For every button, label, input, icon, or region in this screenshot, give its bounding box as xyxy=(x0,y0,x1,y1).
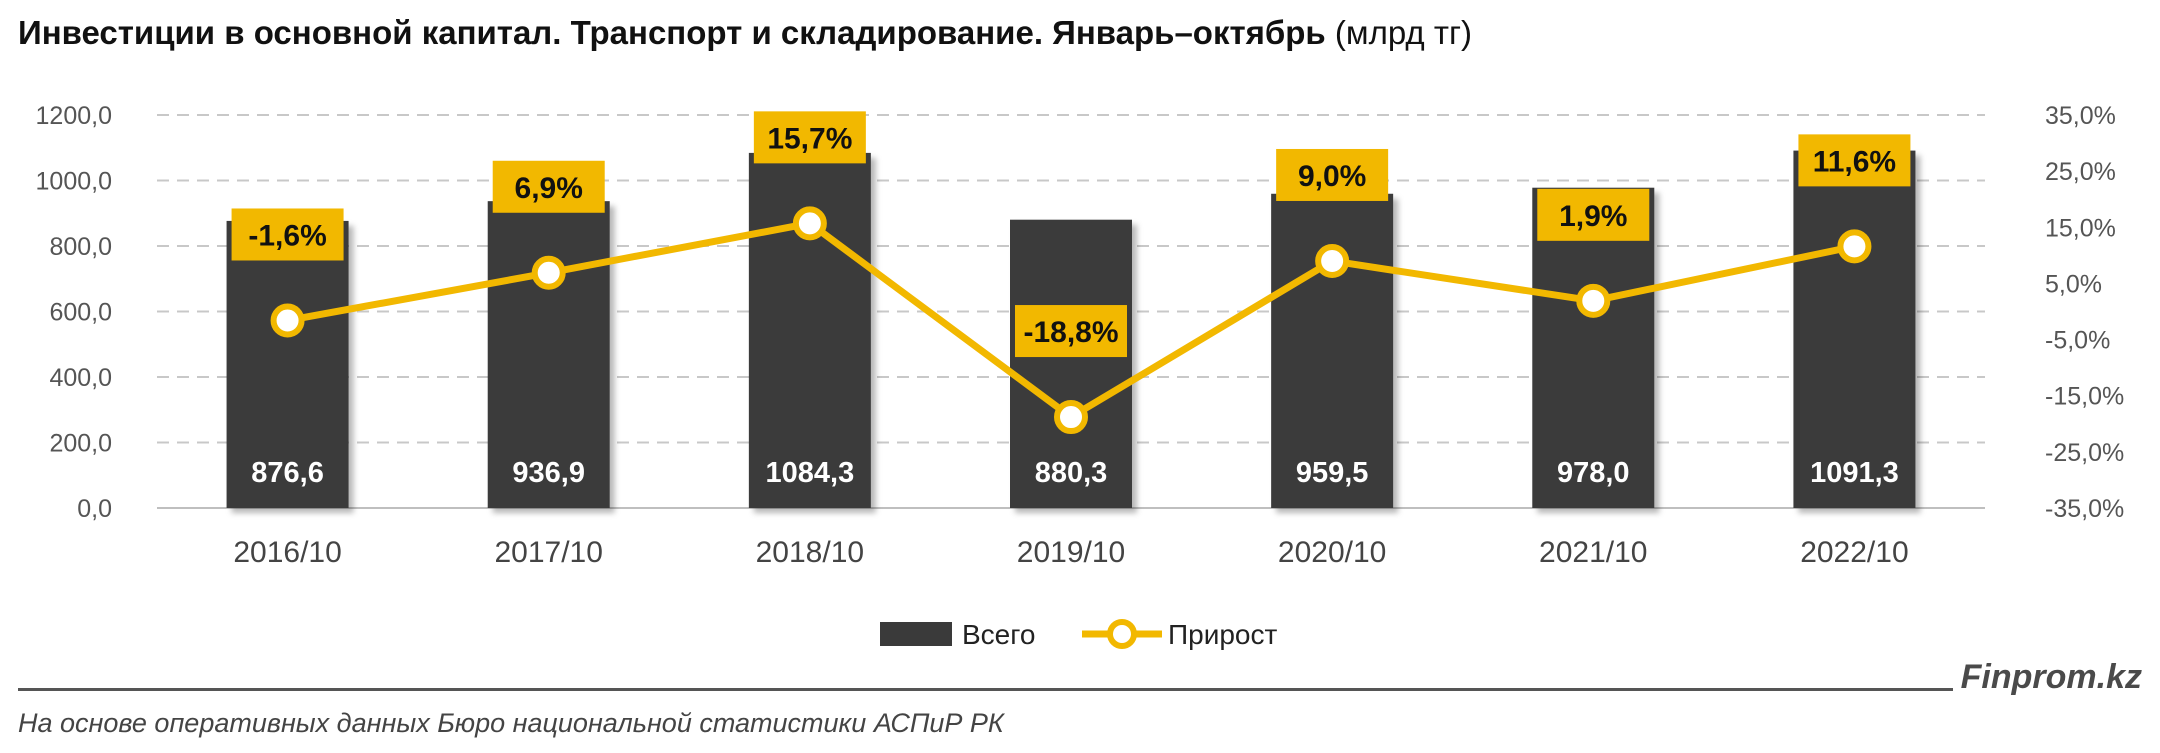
legend-label-growth: Прирост xyxy=(1168,619,1277,650)
growth-value-label: -1,6% xyxy=(248,219,326,252)
x-tick-label: 2018/10 xyxy=(756,536,864,569)
growth-marker xyxy=(1576,283,1611,318)
footer-divider xyxy=(18,688,1953,691)
y-right-tick-label: -15,0% xyxy=(2045,383,2124,411)
growth-marker xyxy=(1315,243,1350,278)
x-tick-label: 2021/10 xyxy=(1539,536,1647,569)
growth-marker xyxy=(531,255,566,290)
bar-value-label: 1091,3 xyxy=(1810,457,1899,489)
chart-title-unit: (млрд тг) xyxy=(1334,14,1472,51)
source-note: На основе оперативных данных Бюро национ… xyxy=(18,708,1004,738)
y-right-tick-label: 25,0% xyxy=(2045,158,2116,186)
bar-value-label: 880,3 xyxy=(1035,457,1108,489)
legend-swatch-growth-marker xyxy=(1107,619,1137,649)
x-tick-label: 2016/10 xyxy=(233,536,341,569)
growth-value-label: 9,0% xyxy=(1298,160,1366,193)
bar-value-label: 959,5 xyxy=(1296,457,1369,489)
bar xyxy=(487,201,610,508)
x-tick-label: 2017/10 xyxy=(494,536,602,569)
growth-value-label: -18,8% xyxy=(1023,316,1118,349)
chart-title: Инвестиции в основной капитал. Транспорт… xyxy=(18,14,1472,52)
bar xyxy=(1010,219,1132,508)
bar-value-label: 978,0 xyxy=(1557,457,1630,489)
x-tick-label: 2019/10 xyxy=(1017,536,1125,569)
growth-marker xyxy=(1837,229,1872,264)
growth-value-label: 11,6% xyxy=(1813,145,1896,178)
bar-value-label: 936,9 xyxy=(512,457,585,489)
bar-value-label: 876,6 xyxy=(251,457,324,489)
growth-label-box xyxy=(1798,134,1911,187)
growth-label-box xyxy=(492,160,605,213)
growth-value-label: 1,9% xyxy=(1559,200,1627,233)
chart-canvas: 876,6 936,9 1084,3 880,3 959,5 978,0 1091,3 -1… xyxy=(36,102,2125,650)
y-left-tick-label: 0,0 xyxy=(77,495,112,523)
growth-marker xyxy=(1054,400,1088,435)
y-left-tick-label: 800,0 xyxy=(49,233,112,261)
legend-swatch-total xyxy=(880,622,952,646)
bar xyxy=(748,152,871,508)
y-left-tick-label: 1200,0 xyxy=(36,102,112,130)
y-left-tick-label: 400,0 xyxy=(49,364,112,392)
y-right-tick-label: -25,0% xyxy=(2045,439,2124,467)
growth-label-box xyxy=(1276,148,1389,201)
legend-layer: Всего Прирост xyxy=(880,619,1277,650)
y-left-tick-label: 200,0 xyxy=(49,430,112,458)
growth-value-label: 6,9% xyxy=(515,172,583,205)
bar xyxy=(1793,150,1916,508)
y-right-tick-label: -35,0% xyxy=(2045,495,2124,523)
growth-marker xyxy=(270,303,305,338)
bar-value-label: 1084,3 xyxy=(766,457,855,489)
x-tick-label: 2020/10 xyxy=(1278,536,1386,569)
growth-label-box xyxy=(1015,305,1127,358)
chart-title-main: Инвестиции в основной капитал. Транспорт… xyxy=(18,14,1326,51)
y-right-tick-label: 5,0% xyxy=(2045,270,2102,298)
growth-label-box xyxy=(1537,188,1650,241)
bars-layer: 876,6 936,9 1084,3 880,3 959,5 978,0 1091,3 xyxy=(226,150,1916,509)
growth-value-label: 15,7% xyxy=(767,122,852,155)
growth-label-box xyxy=(231,208,344,261)
growth-marker xyxy=(792,206,827,241)
bar xyxy=(1532,187,1655,508)
line-layer: -1,6% 6,9% 15,7% -18,8% 9,0% 1,9% 11,6% xyxy=(231,111,1911,435)
y-left-tick-label: 600,0 xyxy=(49,299,112,327)
bar xyxy=(226,220,349,508)
brand-logo-text[interactable]: Finprom.kz xyxy=(1960,658,2142,696)
y-right-tick-label: 35,0% xyxy=(2045,102,2116,130)
y-left-tick-label: 1000,0 xyxy=(36,168,112,196)
axis-layer: 0,0 200,0 400,0 600,0 800,0 1000,0 1200,0 -35,0… xyxy=(36,102,2125,569)
y-right-tick-label: 15,0% xyxy=(2045,214,2116,242)
x-tick-label: 2022/10 xyxy=(1800,536,1908,569)
legend-label-total: Всего xyxy=(962,619,1035,650)
y-right-tick-label: -5,0% xyxy=(2045,327,2110,355)
growth-label-box xyxy=(753,111,866,164)
